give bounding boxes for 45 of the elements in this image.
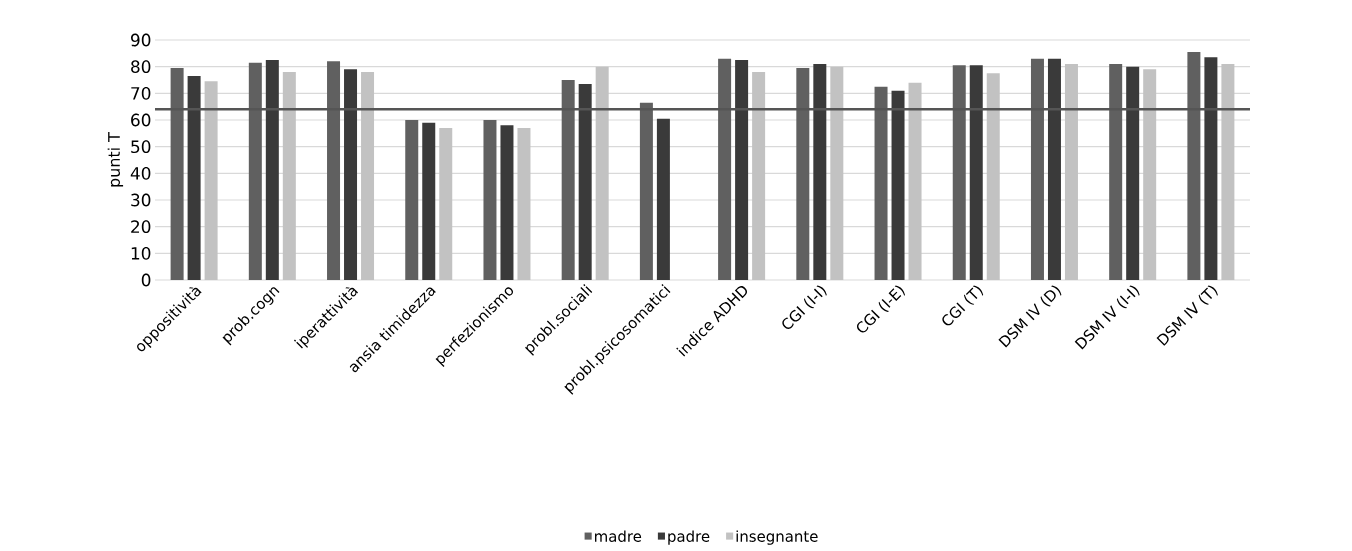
bar <box>908 82 922 280</box>
bar <box>595 66 609 280</box>
bar <box>578 84 592 280</box>
bar <box>282 72 296 280</box>
bar <box>344 69 358 280</box>
bar <box>1126 66 1140 280</box>
bar <box>752 72 766 280</box>
bar <box>735 60 749 280</box>
bar <box>656 118 670 280</box>
bar <box>483 120 497 280</box>
y-tick-label: 40 <box>130 166 151 180</box>
y-tick-label: 20 <box>131 220 151 234</box>
bar <box>1221 64 1235 280</box>
x-tick-label: CGI (T) <box>942 285 984 326</box>
legend-label: insegnante <box>736 530 818 545</box>
bar <box>517 128 531 280</box>
bar <box>1143 69 1157 280</box>
bar <box>265 60 279 280</box>
bar <box>986 73 1000 280</box>
x-tick-label: CGI (I-I) <box>782 285 827 329</box>
bar <box>187 76 201 280</box>
bar <box>813 64 827 280</box>
bar <box>1204 57 1218 280</box>
y-tick-label: 90 <box>130 33 151 47</box>
y-tick-label: 60 <box>131 113 151 127</box>
bar <box>1064 64 1078 280</box>
bar <box>439 128 453 280</box>
y-tick-label: 10 <box>131 246 151 260</box>
bar <box>204 81 218 280</box>
y-tick-label: 80 <box>131 60 151 74</box>
y-tick-label: 0 <box>141 273 151 287</box>
bar <box>830 66 844 280</box>
bar <box>405 120 419 280</box>
legend-label: madre <box>595 530 642 542</box>
y-tick-label: 70 <box>131 86 151 100</box>
bar <box>969 65 983 280</box>
y-tick-label: 30 <box>131 193 151 207</box>
y-tick-label: 50 <box>131 140 151 154</box>
y-axis-title: punti T <box>107 132 124 187</box>
bar <box>361 72 375 280</box>
bar <box>891 90 905 280</box>
bar <box>422 122 436 280</box>
bar <box>1047 58 1061 280</box>
bar <box>500 125 514 280</box>
legend-label: padre <box>668 530 710 545</box>
